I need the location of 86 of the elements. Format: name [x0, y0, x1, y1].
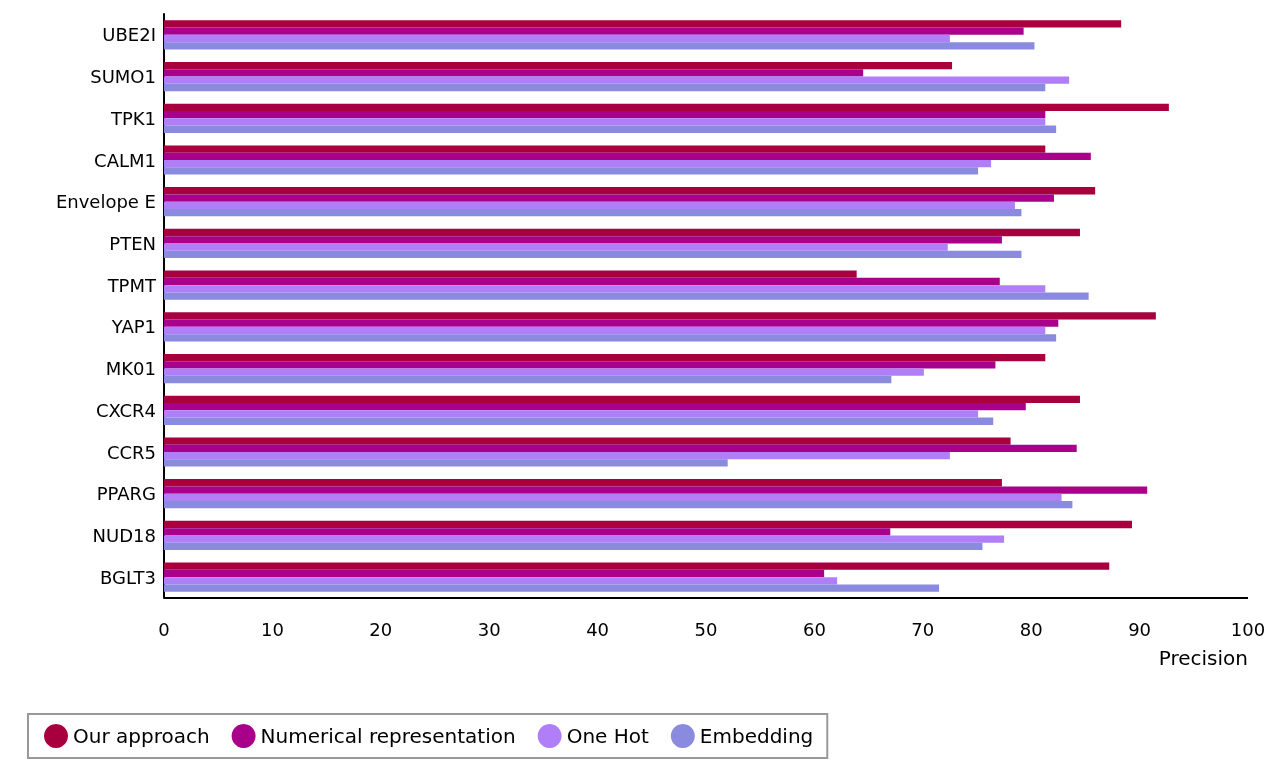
x-tick-label: 100	[1230, 618, 1266, 640]
y-tick-label: UBE2I	[102, 24, 156, 46]
legend-label: Numerical representation	[260, 724, 516, 748]
bar	[164, 209, 1022, 217]
bar	[164, 285, 1046, 293]
bar	[164, 76, 1070, 84]
bar	[164, 187, 1096, 195]
bar	[164, 361, 996, 369]
bar	[164, 452, 950, 460]
bar	[164, 535, 1005, 543]
bar	[164, 569, 825, 578]
bar	[164, 375, 892, 384]
y-tick-label: TPMT	[106, 274, 157, 296]
y-tick-label: CXCR4	[95, 399, 156, 421]
bar	[164, 395, 1080, 403]
bar	[164, 277, 1000, 286]
bar	[164, 319, 1059, 327]
legend-label: Our approach	[73, 724, 210, 748]
bar	[164, 501, 1073, 509]
bar	[164, 160, 992, 168]
y-tick-label: PPARG	[96, 483, 156, 505]
bar	[164, 312, 1156, 320]
bar	[164, 201, 1015, 210]
bar	[164, 125, 1057, 133]
y-tick-label: YAP1	[110, 316, 156, 338]
bar	[164, 243, 948, 251]
bar	[164, 520, 1133, 529]
bar	[164, 542, 983, 551]
x-tick-label: 90	[1128, 618, 1152, 640]
bar	[164, 437, 1011, 445]
bar	[164, 103, 1169, 111]
bar	[164, 145, 1046, 153]
bar	[164, 34, 950, 43]
bar	[164, 42, 1035, 50]
x-tick-label: 60	[802, 618, 826, 640]
bar	[164, 270, 857, 278]
bar	[164, 402, 1026, 411]
bar	[164, 27, 1024, 35]
y-tick-label: NUD18	[92, 524, 156, 546]
y-tick-label: MK01	[105, 358, 156, 380]
bar	[164, 236, 1002, 244]
bar	[164, 118, 1046, 126]
bar	[164, 83, 1046, 92]
legend-label: Embedding	[699, 724, 814, 748]
y-tick-label: PTEN	[109, 232, 156, 254]
bar	[164, 528, 891, 536]
bar	[164, 20, 1122, 28]
x-tick-label: 50	[694, 618, 718, 640]
y-tick-label: SUMO1	[90, 66, 156, 88]
y-tick-label: Envelope E	[55, 191, 156, 213]
bar	[164, 69, 864, 77]
bar	[164, 152, 1091, 160]
bar	[164, 194, 1054, 202]
bar	[164, 479, 1002, 487]
bar	[164, 459, 728, 467]
bar	[164, 493, 1062, 502]
bar	[164, 228, 1080, 237]
x-axis-title: Precision	[1158, 646, 1248, 670]
y-tick-label: TPK1	[109, 107, 156, 129]
x-tick-label: 40	[586, 618, 610, 640]
bar	[164, 368, 924, 376]
x-tick-label: 80	[1019, 618, 1043, 640]
bar	[164, 444, 1077, 452]
bar	[164, 250, 1022, 259]
bar	[164, 577, 838, 585]
bar	[164, 110, 1046, 119]
bar	[164, 292, 1089, 300]
x-tick-label: 20	[369, 618, 393, 640]
bar	[164, 61, 953, 70]
legend-label: One Hot	[566, 724, 649, 748]
x-tick-label: 0	[158, 618, 170, 640]
x-tick-label: 30	[477, 618, 501, 640]
y-tick-label: CALM1	[94, 149, 156, 171]
bar	[164, 410, 979, 418]
bar	[164, 584, 940, 592]
bar	[164, 167, 979, 175]
bar	[164, 486, 1148, 494]
bar	[164, 562, 1110, 570]
bar	[164, 334, 1057, 342]
x-tick-label: 70	[911, 618, 935, 640]
y-tick-label: CCR5	[106, 441, 156, 463]
bar	[164, 353, 1046, 362]
bar	[164, 326, 1046, 335]
bar	[164, 417, 994, 425]
x-tick-label: 10	[260, 618, 284, 640]
y-tick-label: BGLT3	[100, 566, 156, 588]
